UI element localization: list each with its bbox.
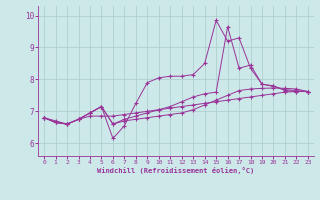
- X-axis label: Windchill (Refroidissement éolien,°C): Windchill (Refroidissement éolien,°C): [97, 167, 255, 174]
